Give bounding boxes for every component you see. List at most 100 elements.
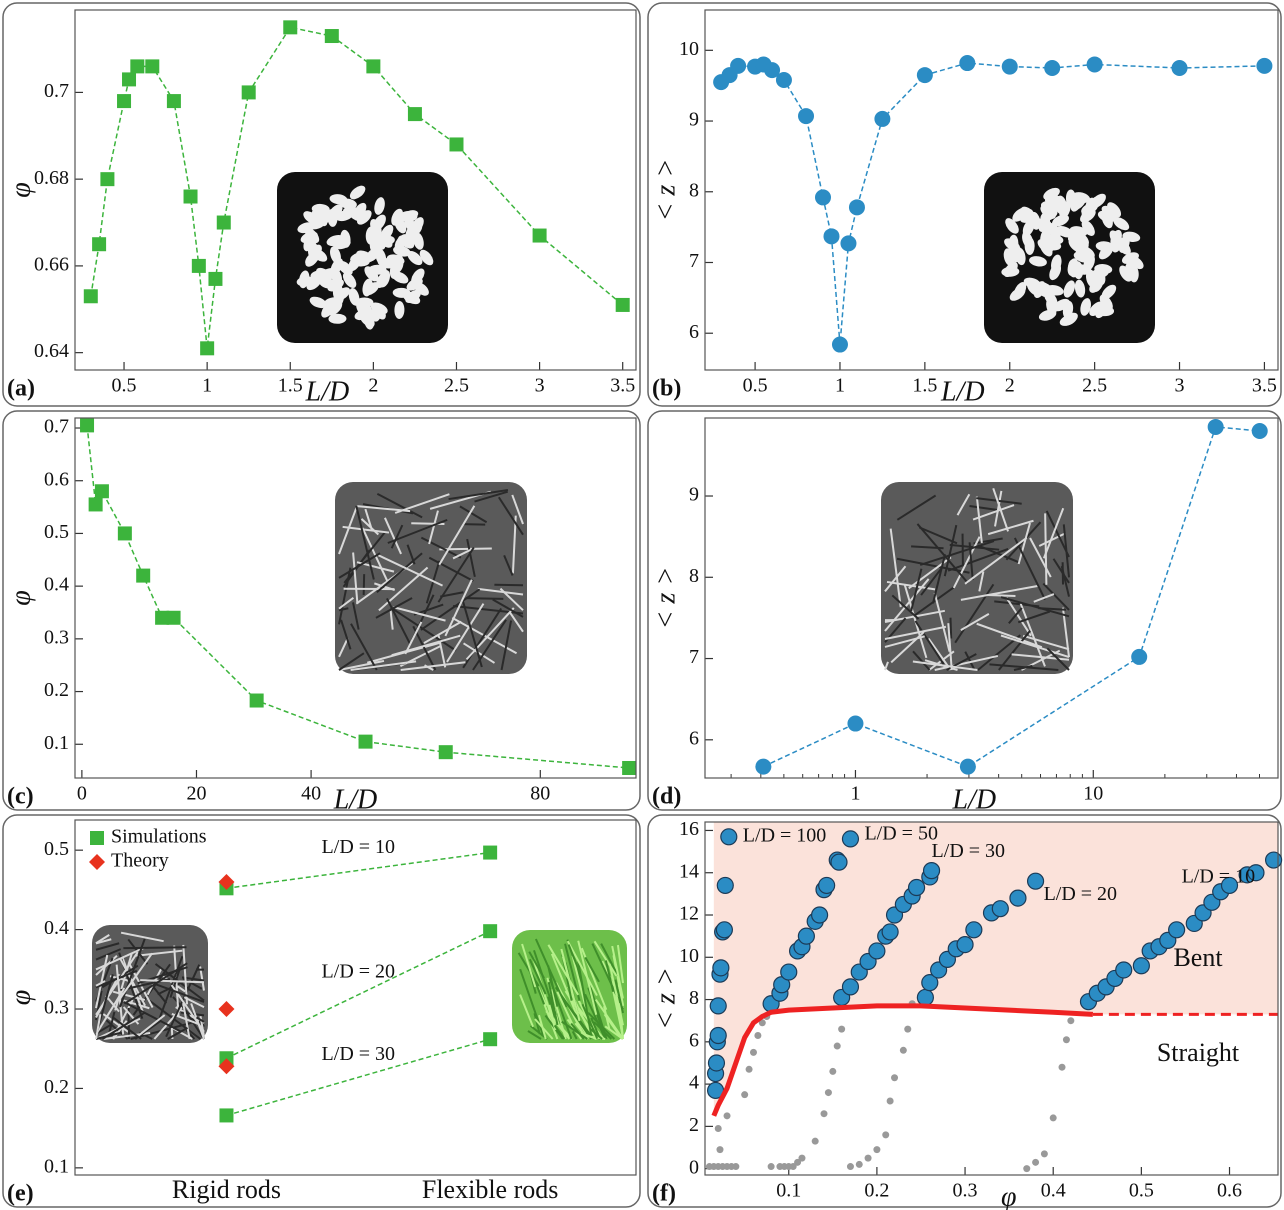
- marker: [130, 59, 145, 74]
- marker: [758, 1019, 766, 1027]
- marker: [438, 745, 453, 760]
- inset-grain: [1101, 284, 1117, 300]
- marker: [991, 900, 1009, 918]
- marker: [847, 715, 864, 732]
- inset-grain: [1090, 193, 1106, 208]
- marker: [755, 758, 772, 775]
- marker: [145, 59, 160, 74]
- marker: [798, 108, 815, 125]
- inset-rod: [352, 602, 360, 630]
- marker: [358, 734, 373, 749]
- inset-rod: [350, 660, 417, 671]
- marker: [122, 72, 137, 87]
- x-tick-label: 3.5: [610, 375, 635, 397]
- inset-rod: [499, 587, 524, 611]
- inset-rod: [1042, 582, 1070, 611]
- inset-rod: [132, 963, 171, 1016]
- marker: [732, 1163, 740, 1171]
- inset-rod: [113, 1017, 142, 1040]
- inset-rod: [101, 964, 139, 988]
- inset-grain: [372, 303, 386, 320]
- y-tick-label: 9: [689, 109, 699, 131]
- inset-rod: [1038, 532, 1066, 547]
- marker: [89, 854, 105, 870]
- marker: [191, 258, 206, 273]
- marker: [716, 876, 734, 895]
- marker: [1264, 851, 1283, 869]
- y-tick-label: 6: [689, 321, 699, 343]
- y-axis-label: < z >: [650, 159, 681, 222]
- inset-grain: [373, 214, 386, 231]
- inset-rod: [977, 634, 1021, 671]
- inset-grain: [1078, 245, 1095, 259]
- inset-rod: [960, 584, 1039, 601]
- inset-grain: [1070, 194, 1083, 212]
- inset-grain: [1005, 218, 1019, 234]
- marker: [1131, 648, 1148, 665]
- marker: [841, 830, 860, 848]
- inset-rod: [956, 493, 971, 516]
- x-axis-label: L/D: [305, 376, 350, 407]
- inset-grain: [1004, 238, 1021, 252]
- inset-grain: [1059, 201, 1071, 219]
- inset-grain: [355, 297, 374, 308]
- marker: [1026, 872, 1045, 890]
- inset-rod: [600, 943, 619, 977]
- inset-rod: [547, 965, 559, 1007]
- marker: [83, 289, 98, 304]
- marker: [881, 923, 899, 941]
- inset-grain: [1110, 229, 1122, 247]
- inset-rod: [127, 938, 149, 965]
- y-tick-label: 2: [689, 1114, 699, 1136]
- marker: [882, 1131, 890, 1139]
- inset-rod: [338, 552, 381, 579]
- marker: [899, 1046, 907, 1054]
- marker: [810, 906, 829, 924]
- inset-grain: [342, 272, 357, 288]
- inset-rod: [1052, 558, 1070, 584]
- inset-grain: [399, 211, 418, 222]
- inset-rod: [439, 547, 492, 551]
- inset-rod: [95, 1023, 113, 1035]
- inset-rod: [577, 940, 598, 1016]
- inset-grain: [1074, 279, 1086, 298]
- line-label: L/D = 20: [322, 960, 396, 982]
- marker: [532, 228, 547, 243]
- inset-rod: [1033, 593, 1055, 603]
- marker: [1251, 423, 1268, 440]
- inset-rod: [123, 1001, 182, 1033]
- inset-rod: [538, 1014, 547, 1040]
- inset-grain: [419, 249, 434, 266]
- marker: [830, 853, 848, 871]
- inset-rod: [404, 621, 423, 655]
- x-tick-label: 3: [1175, 375, 1185, 397]
- inset-rod: [1029, 537, 1052, 578]
- inset-rod: [1013, 537, 1046, 601]
- inset-rod: [566, 940, 598, 997]
- inset-rod: [577, 961, 593, 1036]
- x-tick-label: 1.5: [912, 375, 937, 397]
- x-tick-label: 0: [77, 783, 87, 805]
- y-tick-label: 8: [689, 987, 699, 1009]
- inset-rod: [960, 613, 990, 631]
- marker: [1040, 1150, 1048, 1158]
- inset-rod: [618, 1002, 624, 1040]
- marker: [712, 959, 730, 977]
- inset-rod: [994, 490, 1003, 527]
- inset-rod: [947, 548, 1009, 572]
- inset-grain: [1098, 244, 1114, 260]
- panel-label: (b): [652, 376, 681, 402]
- inset-rod: [465, 597, 504, 600]
- inset-grain: [393, 254, 404, 273]
- marker: [916, 988, 934, 1007]
- inset-grain: [305, 228, 320, 244]
- inset-rod: [95, 987, 126, 1035]
- panel-label: (c): [7, 784, 34, 810]
- inset-rod: [195, 1016, 205, 1023]
- inset-rod: [556, 991, 576, 1029]
- y-tick-label: 0.3: [44, 997, 69, 1019]
- marker: [965, 921, 983, 939]
- inset-grain: [1059, 314, 1077, 326]
- inset-rod: [611, 945, 624, 999]
- inset-rod: [1022, 634, 1070, 651]
